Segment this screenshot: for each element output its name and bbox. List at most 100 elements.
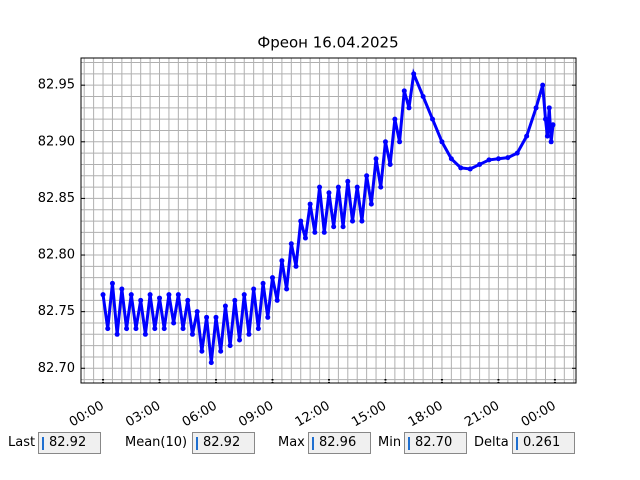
data-point — [373, 156, 379, 162]
field-label: Max — [278, 435, 305, 450]
data-point — [548, 139, 554, 145]
y-tick-label: 82.95 — [38, 78, 75, 93]
data-point — [105, 326, 111, 332]
y-tick-label: 82.75 — [38, 304, 75, 319]
x-tick-label: 00:00 — [67, 399, 107, 430]
data-point — [345, 178, 351, 184]
data-point — [237, 337, 243, 343]
data-point — [430, 116, 436, 122]
data-point — [486, 157, 492, 163]
data-point — [307, 201, 313, 207]
field-value[interactable]: 0.261 — [512, 432, 575, 454]
data-point — [199, 348, 205, 354]
data-point — [251, 286, 257, 292]
data-point — [142, 331, 148, 337]
data-point — [411, 71, 417, 77]
data-point — [152, 326, 158, 332]
data-point — [133, 326, 139, 332]
data-point — [544, 133, 550, 139]
data-point — [368, 201, 374, 207]
data-point — [185, 297, 191, 303]
data-point — [232, 297, 238, 303]
data-point — [331, 224, 337, 230]
data-point — [175, 292, 181, 298]
data-point — [382, 139, 388, 145]
data-point — [302, 235, 308, 241]
data-point — [524, 133, 530, 139]
data-point — [448, 156, 454, 162]
data-point — [241, 292, 247, 298]
data-point — [477, 161, 483, 167]
x-tick-label: 21:00 — [462, 399, 502, 430]
data-point — [326, 190, 332, 196]
data-point — [312, 229, 318, 235]
data-point — [189, 331, 195, 337]
data-point — [354, 184, 360, 190]
field-value[interactable]: 82.96 — [308, 432, 371, 454]
data-point — [293, 263, 299, 269]
data-point — [420, 94, 426, 100]
data-point — [533, 105, 539, 111]
data-point — [335, 184, 341, 190]
data-point — [505, 155, 511, 161]
data-point — [255, 326, 261, 332]
data-point — [138, 297, 144, 303]
data-point — [119, 286, 125, 292]
x-tick-label: 06:00 — [180, 399, 220, 430]
data-point — [124, 326, 130, 332]
chart: Фреон 16.04.2025 82.70 82.75 82.80 82.85 82.… — [38, 34, 577, 430]
data-point — [147, 292, 153, 298]
data-point — [317, 184, 323, 190]
field-label: Delta — [474, 435, 509, 450]
x-tick-label: 15:00 — [349, 399, 389, 430]
data-point — [340, 224, 346, 230]
data-point — [298, 218, 304, 224]
y-tick-label: 82.90 — [38, 134, 75, 149]
x-tick-label: 00:00 — [519, 399, 559, 430]
data-point — [359, 218, 365, 224]
chart-title: Фреон 16.04.2025 — [257, 34, 398, 52]
data-point — [397, 139, 403, 145]
data-point — [546, 105, 552, 111]
data-point — [222, 303, 228, 309]
data-point — [114, 331, 120, 337]
data-point — [387, 161, 393, 167]
data-point — [166, 292, 172, 298]
data-point — [128, 292, 134, 298]
field-value[interactable]: 82.70 — [404, 432, 467, 454]
field-label: Mean(10) — [125, 435, 188, 450]
field-label: Last — [8, 435, 36, 450]
data-point — [540, 82, 546, 88]
data-point — [514, 150, 520, 156]
data-point — [458, 165, 464, 171]
data-point — [542, 116, 548, 122]
data-point — [109, 280, 115, 286]
data-point — [100, 292, 106, 298]
field-value[interactable]: 82.92 — [192, 432, 255, 454]
data-point — [171, 320, 177, 326]
x-tick-label: 09:00 — [236, 399, 276, 430]
data-point — [401, 88, 407, 94]
y-tick-label: 82.85 — [38, 191, 75, 206]
data-point — [204, 314, 210, 320]
y-tick-label: 82.80 — [38, 248, 75, 263]
field-label: Min — [378, 435, 402, 450]
data-point — [213, 314, 219, 320]
data-point — [218, 348, 224, 354]
x-tick-label: 18:00 — [406, 399, 446, 430]
data-point — [364, 173, 370, 179]
data-point — [265, 314, 271, 320]
data-point — [392, 116, 398, 122]
data-point — [550, 122, 556, 128]
axes-frame — [80, 57, 577, 384]
x-tick-label: 12:00 — [293, 399, 333, 430]
data-point — [269, 275, 275, 281]
field-value[interactable]: 82.92 — [38, 432, 101, 454]
data-point — [274, 297, 280, 303]
data-line — [101, 68, 555, 363]
data-point — [439, 139, 445, 145]
data-point — [467, 166, 473, 172]
data-point — [378, 184, 384, 190]
data-point — [321, 229, 327, 235]
